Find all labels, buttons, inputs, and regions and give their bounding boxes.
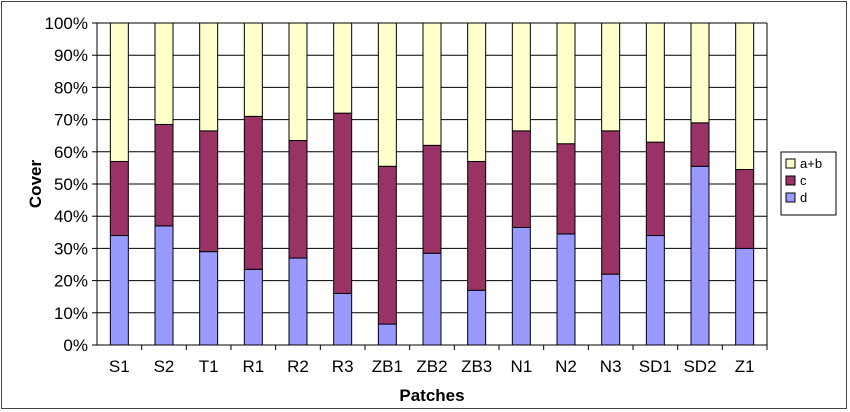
legend-label: a+b (800, 156, 822, 171)
bar-d-N3 (601, 273, 621, 346)
x-tick-label: N2 (555, 357, 577, 376)
bar-c-S2 (154, 123, 174, 227)
bars (109, 22, 755, 346)
legend: a+b cd (780, 151, 837, 216)
x-tick-label: ZB3 (461, 357, 492, 376)
bar-d-N1 (511, 226, 531, 346)
bar-ab-N1 (511, 22, 531, 132)
x-tick-label: R3 (332, 357, 354, 376)
x-tick-label: N1 (510, 357, 532, 376)
bar-c-N3 (601, 130, 621, 275)
bar-ab-R1 (243, 22, 263, 117)
bar-c-SD1 (645, 141, 665, 237)
x-tick-labels: S1 S2 T1 R1 R2 R3 ZB1 ZB2 ZB3 N1 N2 N3 SD1 SD2 Z1 (109, 357, 755, 376)
bar-ab-S1 (109, 22, 129, 162)
y-tick-label: 10% (54, 304, 88, 323)
bar-c-R1 (243, 115, 263, 270)
x-tick-label: R2 (287, 357, 309, 376)
bar-c-N1 (511, 130, 531, 228)
bar-ab-ZB1 (377, 22, 397, 167)
legend-label: d (800, 190, 807, 205)
x-tick-label: SD1 (639, 357, 672, 376)
bar-ab-Z1 (735, 22, 755, 171)
x-tick-label: ZB2 (416, 357, 447, 376)
bar-c-R2 (288, 140, 308, 259)
bar-c-SD2 (690, 122, 710, 167)
x-tick-label: ZB1 (372, 357, 403, 376)
bar-ab-ZB2 (422, 22, 442, 146)
x-tick-label: N3 (600, 357, 622, 376)
bar-c-ZB2 (422, 144, 442, 254)
bar-ab-ZB3 (467, 22, 487, 162)
bar-d-R3 (333, 292, 353, 346)
bar-ab-SD1 (645, 22, 665, 143)
x-tick-label: S2 (154, 357, 175, 376)
bar-d-R1 (243, 268, 263, 346)
y-tick-label: 50% (54, 175, 88, 194)
axes (96, 23, 768, 346)
bar-c-R3 (333, 112, 353, 294)
x-tick-label: T1 (199, 357, 219, 376)
bar-ab-SD2 (690, 22, 710, 124)
y-axis-title: Cover (26, 160, 45, 209)
y-tick-labels: 0% 10% 20% 30% 40% 50% 60% 70% 80% 90% 100% (45, 14, 88, 355)
y-tick-label: 0% (63, 336, 88, 355)
y-tick-label: 60% (54, 143, 88, 162)
bar-ab-N2 (556, 22, 576, 145)
bar-c-Z1 (735, 169, 755, 249)
bar-d-ZB1 (377, 323, 397, 346)
bar-d-SD1 (645, 235, 665, 346)
y-tick-label: 90% (54, 46, 88, 65)
y-tick-label: 40% (54, 207, 88, 226)
bar-c-ZB1 (377, 165, 397, 325)
bar-d-S2 (154, 225, 174, 346)
bar-d-R2 (288, 257, 308, 346)
bar-c-N2 (556, 143, 576, 235)
bar-d-ZB3 (467, 289, 487, 346)
bar-d-N2 (556, 233, 576, 346)
y-tick-label: 100% (45, 14, 88, 33)
legend-swatch (785, 175, 796, 186)
bar-ab-R2 (288, 22, 308, 142)
y-tick-label: 80% (54, 78, 88, 97)
y-tick-label: 20% (54, 272, 88, 291)
x-tick-label: R1 (242, 357, 264, 376)
bar-d-ZB2 (422, 252, 442, 346)
bar-c-ZB3 (467, 160, 487, 291)
legend-swatch (785, 158, 796, 169)
bar-d-T1 (199, 251, 219, 346)
y-tick-label: 70% (54, 111, 88, 130)
bar-ab-S2 (154, 22, 174, 125)
x-tick-label: SD2 (683, 357, 716, 376)
legend-label: c (800, 173, 807, 188)
bar-d-SD2 (690, 165, 710, 346)
bar-ab-N3 (601, 22, 621, 132)
x-tick-label: Z1 (735, 357, 755, 376)
x-axis-title: Patches (399, 386, 464, 405)
bar-d-Z1 (735, 247, 755, 346)
x-tick-label: S1 (109, 357, 130, 376)
bar-d-S1 (109, 235, 129, 346)
bar-ab-T1 (199, 22, 219, 132)
bar-c-T1 (199, 130, 219, 253)
legend-swatch (785, 192, 796, 203)
y-tick-label: 30% (54, 239, 88, 258)
bar-c-S1 (109, 160, 129, 237)
bar-ab-R3 (333, 22, 353, 114)
